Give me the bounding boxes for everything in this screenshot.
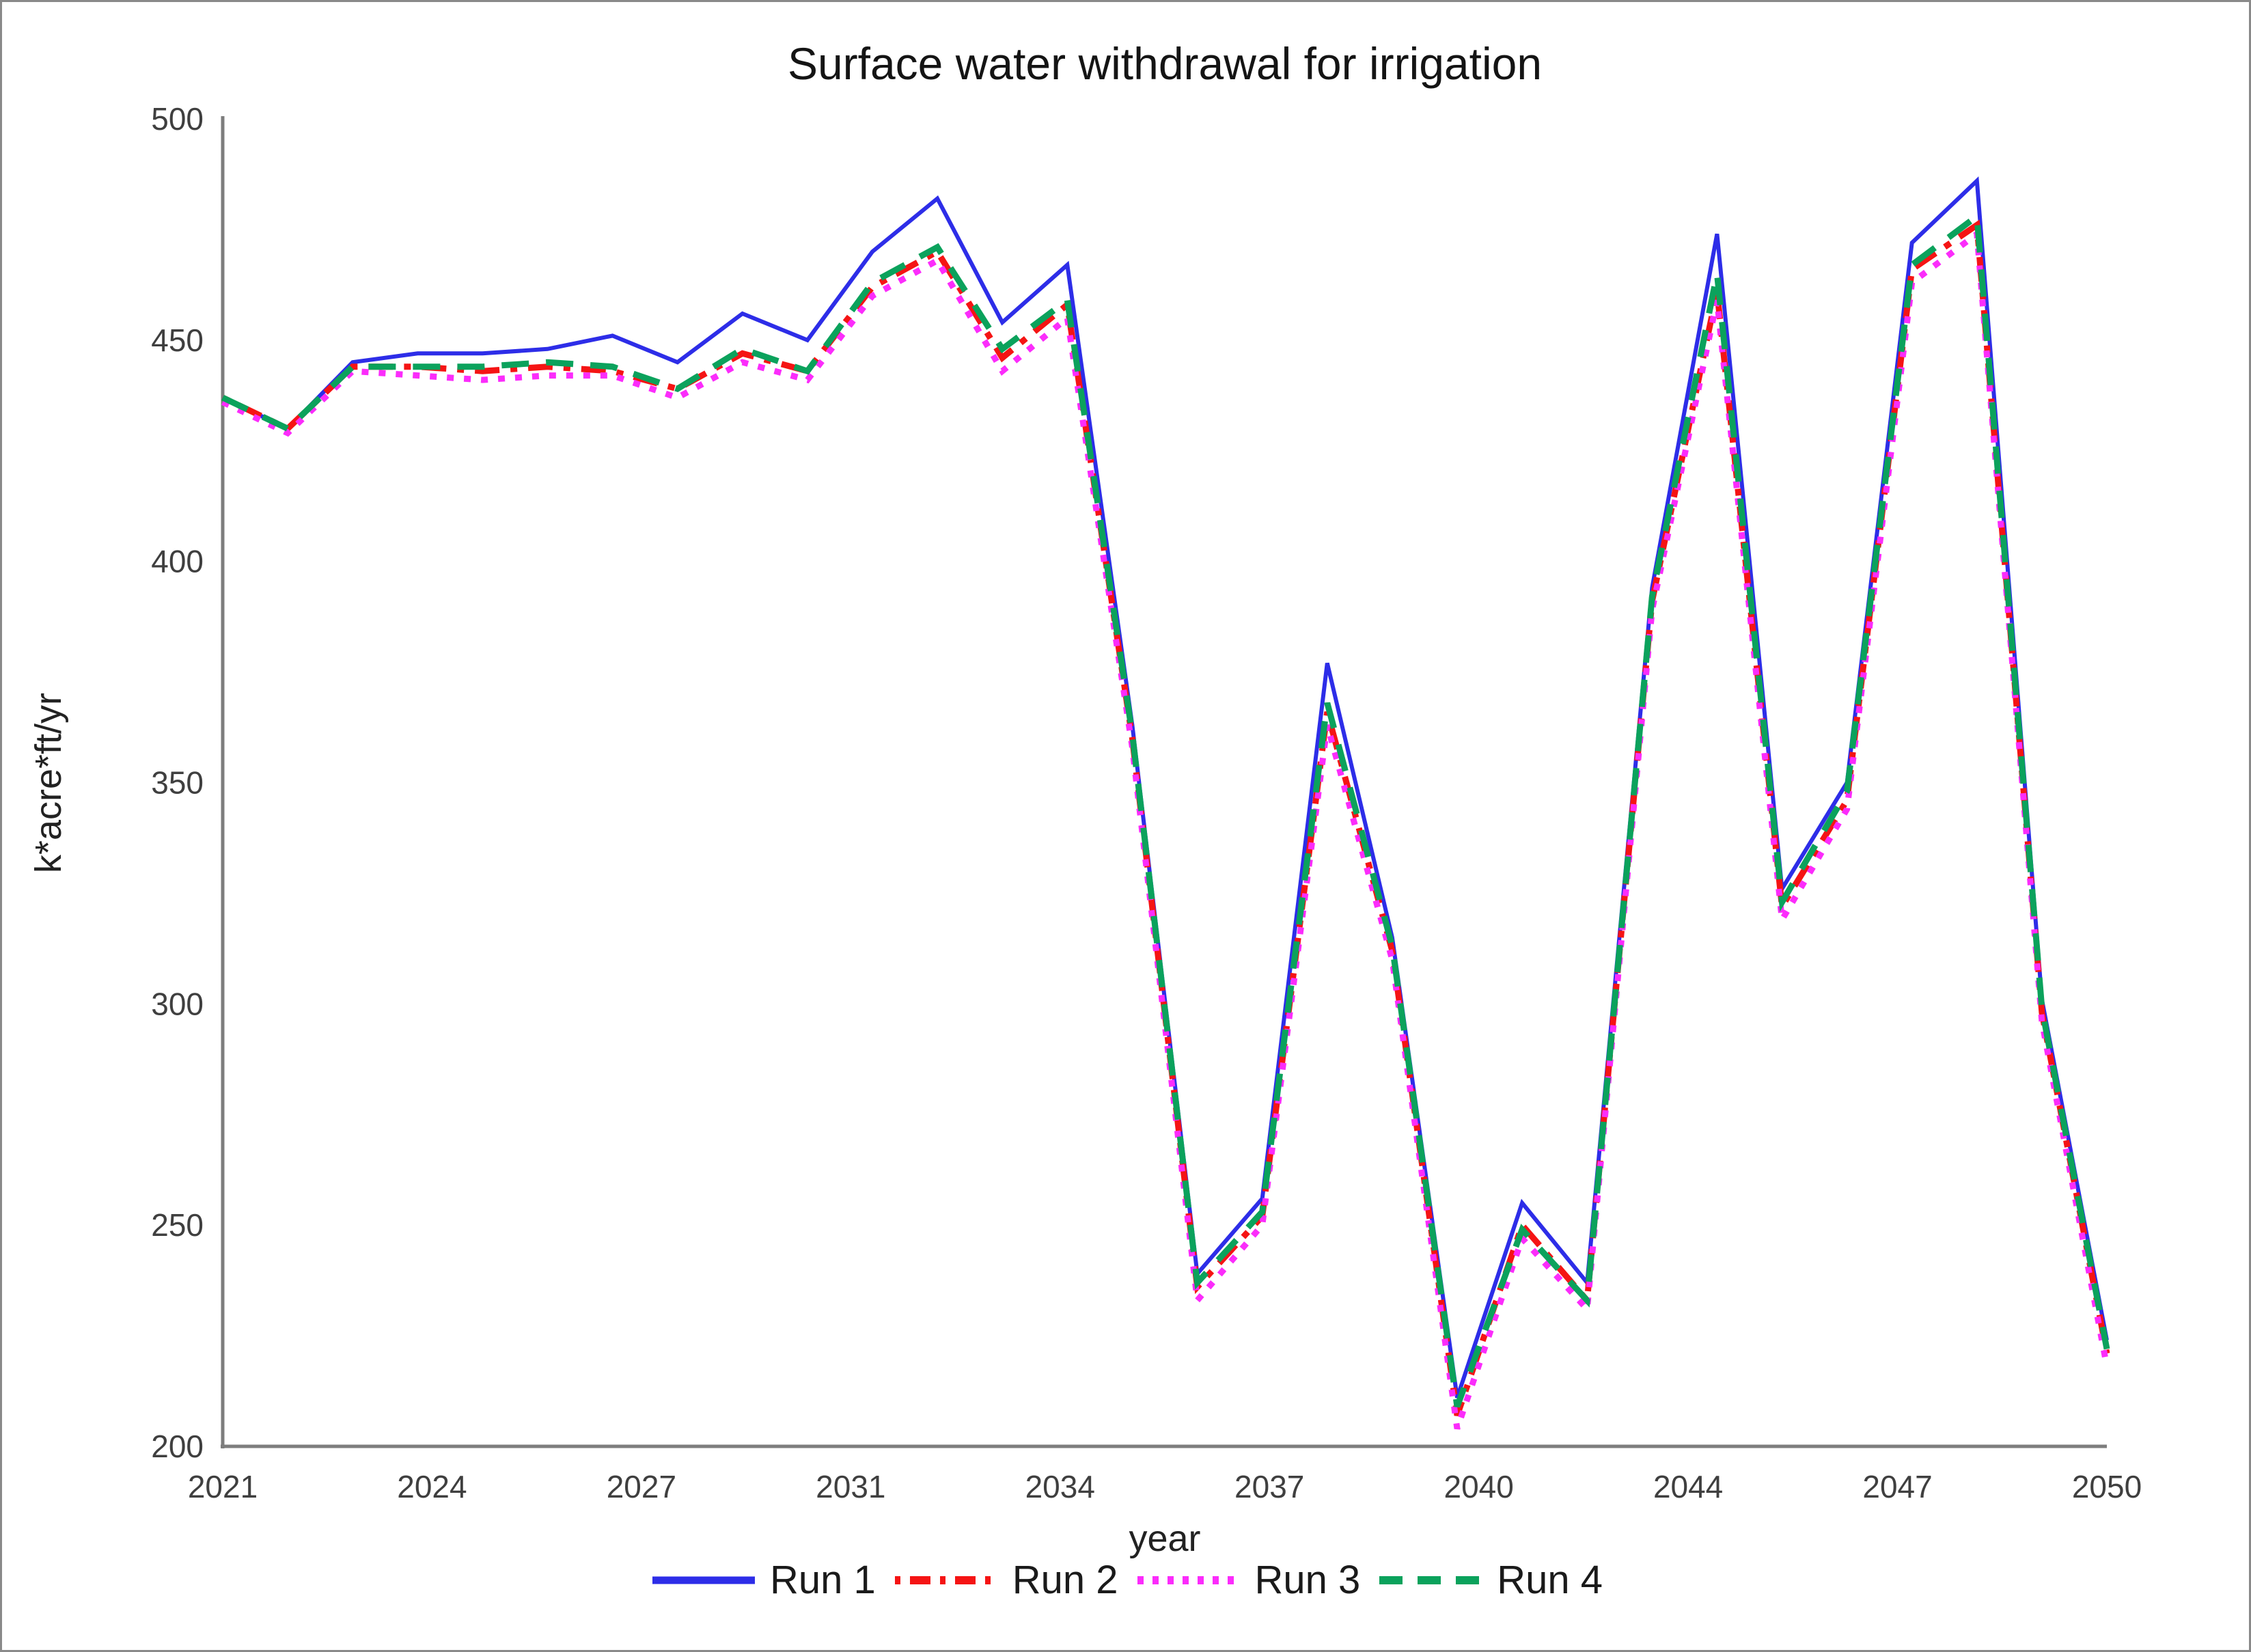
legend-line-sample <box>1137 1575 1240 1584</box>
y-tick-label: 250 <box>151 1207 204 1243</box>
legend-item-run-1: Run 1 <box>652 1557 876 1603</box>
x-tick-label: 2044 <box>1653 1469 1723 1504</box>
x-tick-label: 2027 <box>607 1469 676 1504</box>
legend-line-sample <box>1379 1575 1482 1584</box>
x-tick-label: 2031 <box>816 1469 885 1504</box>
x-tick-label: 2021 <box>188 1469 258 1504</box>
legend-line-sample <box>894 1575 997 1584</box>
x-axis-label: year <box>1129 1518 1201 1559</box>
x-tick-label: 2037 <box>1234 1469 1304 1504</box>
series-line-run-3 <box>221 228 2110 1430</box>
x-tick-label: 2040 <box>1444 1469 1513 1504</box>
legend-label: Run 1 <box>769 1558 876 1602</box>
y-tick-label: 200 <box>151 1429 204 1464</box>
legend-item-run-2: Run 2 <box>894 1557 1118 1603</box>
x-tick-label: 2047 <box>1862 1469 1932 1504</box>
y-tick-label: 500 <box>151 101 204 137</box>
y-tick-label: 450 <box>151 322 204 358</box>
series-line-run-4 <box>221 210 2110 1408</box>
legend-label: Run 3 <box>1254 1558 1361 1602</box>
x-tick-label: 2050 <box>2072 1469 2142 1504</box>
legend-item-run-4: Run 4 <box>1379 1557 1603 1603</box>
legend-line-sample <box>652 1576 755 1584</box>
legend: Run 1 Run 2 Run 3 Run 4 <box>2 1557 2249 1603</box>
y-tick-label: 350 <box>151 765 204 801</box>
y-tick-label: 400 <box>151 544 204 579</box>
chart-title: Surface water withdrawal for irrigation <box>787 38 1543 89</box>
y-tick-label: 300 <box>151 986 204 1021</box>
x-tick-label: 2024 <box>397 1469 467 1504</box>
legend-item-run-3: Run 3 <box>1137 1557 1361 1603</box>
x-tick-label: 2034 <box>1025 1469 1095 1504</box>
legend-label: Run 2 <box>1012 1558 1118 1602</box>
legend-label: Run 4 <box>1497 1558 1603 1602</box>
